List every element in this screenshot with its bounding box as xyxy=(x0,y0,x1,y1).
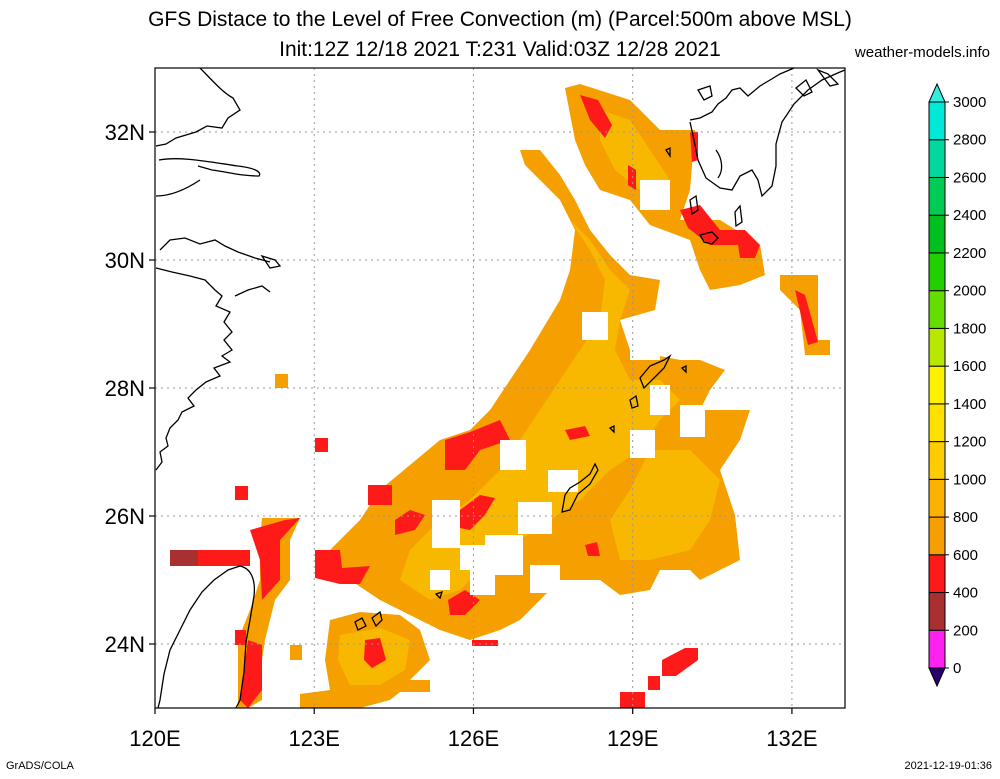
field-region-25 xyxy=(235,486,248,500)
lon-tick-label: 126E xyxy=(448,726,499,751)
field-region-35 xyxy=(170,550,198,566)
lat-tick-label: 26N xyxy=(105,504,145,529)
graticule xyxy=(154,68,845,708)
field-region-26 xyxy=(315,438,328,452)
colorbar-swatch xyxy=(928,252,946,292)
colorbar-label: 1600 xyxy=(953,358,986,375)
colorbar-label: 600 xyxy=(953,547,978,564)
lat-tick-label: 30N xyxy=(105,248,145,273)
lat-tick-label: 32N xyxy=(105,120,145,145)
colorbar-swatch xyxy=(928,629,946,669)
site-label: weather-models.info xyxy=(854,44,990,61)
field-region-4 xyxy=(610,450,720,560)
lfc-field xyxy=(170,84,830,708)
field-region-28 xyxy=(364,638,386,668)
colorbar-swatch xyxy=(928,554,946,594)
colorbar-label: 1400 xyxy=(953,396,986,413)
lon-tick-label: 120E xyxy=(129,726,180,751)
field-region-19 xyxy=(460,495,495,530)
timestamp-label: 2021-12-19-01:36 xyxy=(904,760,992,772)
colorbar-swatch xyxy=(928,516,946,556)
field-region-13 xyxy=(680,205,760,258)
field-gap-15 xyxy=(470,570,495,595)
field-gap-7 xyxy=(680,405,705,437)
latitude-axis: 24N 26N 28N 30N 32N xyxy=(105,120,155,657)
colorbar-swatch xyxy=(928,290,946,329)
field-gap-1 xyxy=(500,440,526,470)
colorbar-label: 1000 xyxy=(953,471,986,488)
field-region-31 xyxy=(648,676,660,690)
lat-tick-label: 24N xyxy=(105,632,145,657)
lon-tick-label: 132E xyxy=(766,726,817,751)
field-region-7 xyxy=(290,645,302,660)
field-gap-6 xyxy=(530,565,560,593)
field-gap-12 xyxy=(560,580,590,600)
colorbar-label: 2400 xyxy=(953,207,986,224)
longitude-axis: 120E 123E 126E 129E 132E xyxy=(129,708,818,751)
colorbar-bottom-arrow xyxy=(928,667,946,688)
field-region-20 xyxy=(315,550,370,584)
field-region-24 xyxy=(235,630,246,645)
colorbar-label: 2600 xyxy=(953,169,986,186)
map-subtitle: Init:12Z 12/18 2021 T:231 Valid:03Z 12/2… xyxy=(279,38,721,61)
colorbar-swatch xyxy=(928,365,946,405)
colorbar-label: 2200 xyxy=(953,245,986,262)
field-gap-8 xyxy=(630,430,655,458)
colorbar-label: 200 xyxy=(953,622,978,639)
field-region-17 xyxy=(368,485,392,505)
colorbar-swatch xyxy=(928,403,946,443)
colorbar-swatch xyxy=(928,101,946,141)
field-region-16 xyxy=(445,420,510,470)
colorbar-swatch xyxy=(928,592,946,631)
field-region-32 xyxy=(662,648,698,676)
colorbar-swatch xyxy=(928,327,946,367)
field-region-34 xyxy=(565,426,590,440)
colorbar-label: 800 xyxy=(953,509,978,526)
field-region-12 xyxy=(628,165,636,190)
field-gap-5 xyxy=(485,535,523,575)
colorbar-label: 1800 xyxy=(953,320,986,337)
field-gap-14 xyxy=(460,545,485,570)
field-region-14 xyxy=(690,132,698,162)
field-gap-13 xyxy=(430,570,450,590)
colorbar-swatch xyxy=(928,139,946,178)
colorbar-swatch xyxy=(928,478,946,518)
colorbar-swatch xyxy=(928,441,946,480)
field-region-11 xyxy=(580,95,612,138)
field-region-15 xyxy=(795,290,818,345)
map-title: GFS Distace to the Level of Free Convect… xyxy=(148,8,852,31)
lat-tick-label: 28N xyxy=(105,376,145,401)
field-gap-4 xyxy=(518,502,552,534)
colorbar-label: 2000 xyxy=(953,283,986,300)
colorbar-swatch xyxy=(928,214,946,254)
field-gap-9 xyxy=(650,385,670,415)
field-gap-3 xyxy=(432,500,460,548)
field-gap-10 xyxy=(640,180,670,210)
coastlines xyxy=(155,68,845,708)
credit-label: GrADS/COLA xyxy=(6,760,74,772)
field-region-23 xyxy=(240,640,262,708)
field-region-22 xyxy=(198,550,250,566)
lon-tick-label: 123E xyxy=(289,726,340,751)
colorbar-label: 1200 xyxy=(953,434,986,451)
colorbar-label: 0 xyxy=(953,660,961,677)
colorbar-legend: 0 200 400 600 800 1000 1200 1400 1600 1800 2000 220… xyxy=(928,82,986,688)
colorbar-swatch xyxy=(928,176,946,216)
colorbar-label: 2800 xyxy=(953,132,986,149)
colorbar-top-arrow xyxy=(928,82,946,103)
colorbar-label: 3000 xyxy=(953,94,986,111)
field-region-33 xyxy=(472,640,498,646)
field-gap-11 xyxy=(630,330,660,360)
colorbar-label: 400 xyxy=(953,585,978,602)
field-region-10 xyxy=(275,374,288,388)
field-region-21 xyxy=(250,518,300,600)
field-gap-0 xyxy=(582,312,608,340)
lon-tick-label: 129E xyxy=(607,726,658,751)
field-region-27 xyxy=(448,590,480,615)
field-region-29 xyxy=(585,542,600,556)
field-gap-2 xyxy=(548,470,578,492)
